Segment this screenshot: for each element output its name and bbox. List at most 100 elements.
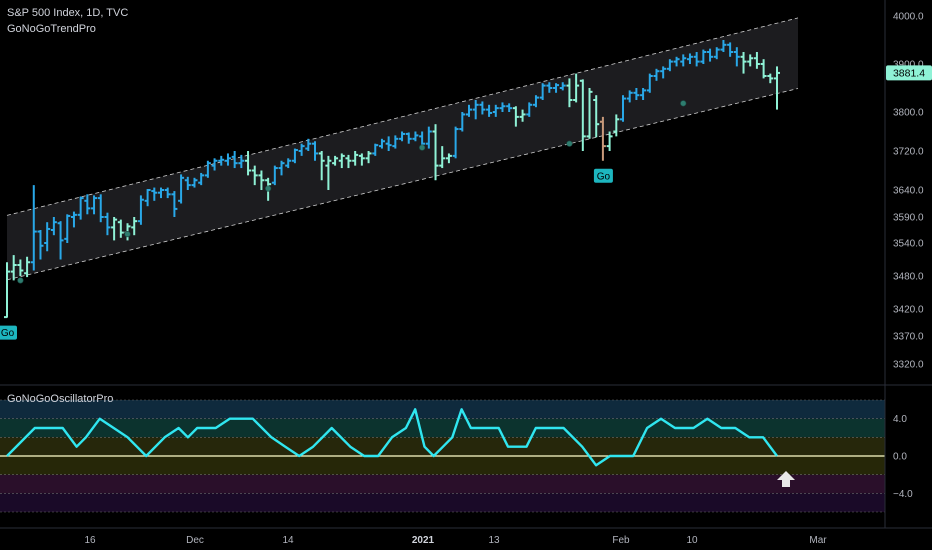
ohlc-bar <box>372 143 379 156</box>
go-badge: Go <box>593 168 613 183</box>
ohlc-bar <box>526 102 533 117</box>
ohlc-bar <box>720 40 727 52</box>
ohlc-bar <box>131 217 138 236</box>
price-tick-label: 3900.0 <box>893 60 924 71</box>
ohlc-bar <box>707 48 714 62</box>
chart-title: S&P 500 Index, 1D, TVC <box>7 7 129 19</box>
ohlc-bar <box>539 83 546 100</box>
ohlc-bar <box>352 151 359 166</box>
ohlc-bar <box>666 59 673 72</box>
ohlc-bar <box>774 66 780 110</box>
ohlc-bar <box>338 153 345 169</box>
signal-dots <box>17 100 687 284</box>
ohlc-bar <box>620 95 626 122</box>
go-badge-bg <box>0 325 17 340</box>
ohlc-bar <box>245 151 252 176</box>
price-tick-label: 3590.0 <box>893 213 924 224</box>
ohlc-bar <box>760 59 767 79</box>
ohlc-bar <box>439 146 446 169</box>
up-arrow-shape <box>777 471 795 487</box>
signal-dot <box>265 185 272 192</box>
channel-fill <box>7 17 798 280</box>
ohlc-bar <box>673 56 680 67</box>
ohlc-bar <box>224 153 231 166</box>
price-tick-label: 3370.0 <box>893 332 924 343</box>
price-tick-label: 3540.0 <box>893 239 924 250</box>
ohlc-bar <box>573 73 580 103</box>
ohlc-bar <box>24 256 31 278</box>
go-badge: Go <box>0 325 17 340</box>
ohlc-bar <box>44 222 51 252</box>
ohlc-bar <box>486 104 493 117</box>
trend-channel <box>6 17 799 281</box>
ohlc-bar <box>586 88 593 139</box>
ohlc-bar <box>599 116 606 161</box>
ohlc-bar <box>640 88 647 100</box>
ohlc-bar <box>37 230 44 260</box>
ohlc-bar <box>512 106 519 127</box>
oscillator-title: GoNoGoOscillatorPro <box>7 393 114 405</box>
ohlc-bar <box>104 212 111 236</box>
price-axis[interactable]: 4000.0 3900.0 3800.0 3720.0 3640.0 3590.0 3540… <box>893 12 924 371</box>
ohlc-bar <box>767 73 774 84</box>
ohlc-bar <box>727 42 734 57</box>
oscillator-axis[interactable]: 4.0 0.0 −4.0 <box>893 414 913 500</box>
price-pane[interactable]: Go Go <box>0 17 799 340</box>
ohlc-bar <box>70 211 77 228</box>
time-axis[interactable]: 16 Dec 14 2021 13 Feb 10 Mar <box>84 535 827 546</box>
ohlc-bar <box>50 217 57 236</box>
ohlc-bar <box>633 88 640 100</box>
oscillator-band <box>0 474 885 494</box>
ohlc-bar <box>559 82 566 91</box>
ohlc-bar <box>91 195 98 215</box>
ohlc-bar <box>4 262 10 319</box>
ohlc-bar <box>626 90 633 103</box>
ohlc-bar <box>686 53 693 64</box>
ohlc-bar <box>566 78 573 108</box>
ohlc-bar <box>164 187 171 199</box>
ohlc-bar <box>77 196 84 220</box>
ohlc-bar <box>452 126 459 159</box>
ohlc-bar <box>258 170 265 190</box>
ohlc-bar <box>10 255 17 281</box>
ohlc-bar <box>318 151 325 181</box>
oscillator-tick-label: 4.0 <box>893 414 907 425</box>
ohlc-bar <box>198 172 205 186</box>
ohlc-bar <box>97 194 104 223</box>
ohlc-bar <box>553 83 560 93</box>
ohlc-bar <box>312 141 318 161</box>
ohlc-bar <box>593 95 600 138</box>
ohlc-bar <box>653 68 660 81</box>
ohlc-bar <box>546 82 553 93</box>
ohlc-bar <box>466 104 472 117</box>
oscillator-band <box>0 400 885 419</box>
oscillator-tick-label: 0.0 <box>893 452 907 463</box>
indicator-title: GoNoGoTrendPro <box>7 23 96 35</box>
ohlc-bar <box>499 102 506 112</box>
ohlc-bar <box>184 176 191 190</box>
ohlc-bar <box>700 49 707 64</box>
price-tick-label: 3420.0 <box>893 305 924 316</box>
ohlc-bar <box>579 79 586 151</box>
ohlc-bar <box>171 191 178 217</box>
time-tick-label: 10 <box>686 535 698 546</box>
time-tick-label: Mar <box>809 535 827 546</box>
signal-dot <box>566 140 573 147</box>
ohlc-bar <box>271 165 278 186</box>
ohlc-bar <box>178 174 185 204</box>
signal-dot <box>419 144 426 151</box>
ohlc-bar <box>30 185 37 271</box>
oscillator-line <box>6 408 778 467</box>
ohlc-bar <box>218 155 225 166</box>
oscillator-pane[interactable] <box>0 399 885 513</box>
ohlc-bar <box>425 126 432 149</box>
go-badge-label: Go <box>1 328 15 339</box>
ohlc-bar <box>251 165 258 186</box>
last-price-value: 3881.4 <box>893 67 925 79</box>
ohlc-bar <box>378 138 385 149</box>
oscillator-bands <box>0 399 885 513</box>
channel-lower-line <box>6 88 799 281</box>
ohlc-bar <box>144 189 151 207</box>
ohlc-bar <box>358 153 365 166</box>
